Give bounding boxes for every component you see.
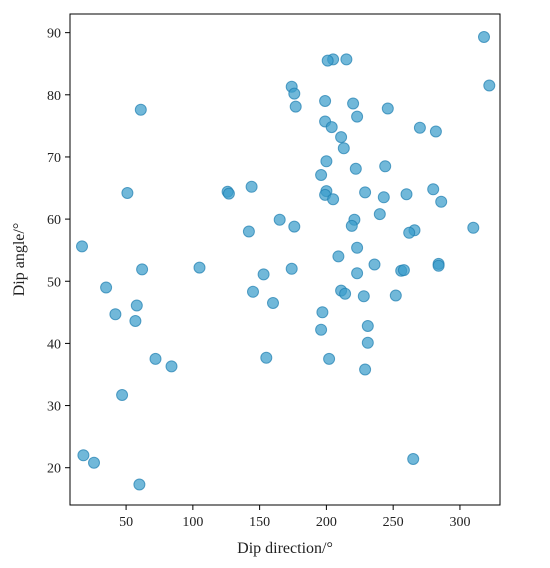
- data-point: [340, 53, 353, 66]
- data-point: [379, 160, 392, 173]
- data-point: [121, 187, 134, 199]
- data-point: [359, 363, 372, 376]
- data-point: [267, 297, 279, 309]
- y-tick-label: 50: [47, 275, 61, 290]
- data-point: [88, 456, 100, 469]
- y-axis-label: Dip angle/°: [11, 223, 28, 297]
- data-point: [76, 240, 88, 253]
- data-point: [373, 208, 386, 221]
- data-point: [320, 155, 333, 168]
- data-point: [325, 121, 338, 134]
- data-point: [332, 250, 345, 263]
- data-point: [149, 352, 162, 365]
- data-point: [381, 102, 394, 115]
- data-point: [400, 188, 413, 201]
- data-points: [76, 31, 496, 491]
- data-point: [359, 186, 372, 199]
- data-point: [260, 351, 273, 364]
- data-point: [316, 306, 329, 319]
- x-axis-ticks: 50 100 150 200 250 300: [119, 505, 470, 530]
- data-point: [315, 169, 328, 181]
- data-point: [134, 103, 147, 116]
- data-point: [339, 287, 352, 300]
- data-point: [483, 79, 496, 92]
- data-point: [397, 264, 410, 277]
- data-point: [136, 263, 149, 276]
- data-point: [116, 389, 129, 401]
- plot-area-frame: [69, 13, 501, 506]
- data-point: [77, 449, 90, 462]
- data-point: [413, 121, 426, 134]
- data-point: [285, 262, 298, 275]
- data-point: [377, 191, 390, 204]
- data-point: [368, 258, 381, 271]
- data-point: [351, 110, 364, 123]
- y-tick-label: 30: [47, 400, 61, 415]
- data-point: [435, 195, 448, 208]
- data-point: [165, 360, 178, 373]
- data-point: [389, 289, 402, 302]
- data-point: [288, 87, 301, 100]
- data-point: [361, 336, 374, 349]
- y-tick-label: 40: [47, 337, 61, 352]
- data-point: [321, 54, 334, 67]
- y-tick-label: 90: [47, 27, 61, 42]
- data-point: [337, 142, 350, 155]
- data-point: [289, 100, 302, 113]
- data-point: [429, 125, 442, 138]
- x-tick-label: 200: [316, 515, 337, 530]
- data-point: [129, 315, 142, 327]
- data-point: [245, 180, 258, 193]
- data-point: [273, 213, 286, 226]
- data-point: [407, 453, 420, 465]
- data-point: [357, 290, 370, 303]
- data-point: [315, 323, 328, 336]
- data-point: [222, 187, 235, 200]
- x-tick-label: 150: [249, 515, 270, 530]
- y-tick-label: 80: [47, 89, 61, 104]
- data-point: [335, 131, 348, 144]
- data-point: [319, 95, 332, 107]
- data-point: [288, 220, 301, 233]
- data-point: [100, 281, 113, 294]
- x-tick-label: 50: [119, 515, 133, 530]
- data-point: [242, 225, 255, 238]
- data-point: [432, 259, 445, 272]
- data-point: [467, 221, 480, 234]
- data-point: [345, 219, 358, 232]
- y-tick-label: 20: [47, 462, 61, 477]
- data-point: [257, 268, 270, 281]
- x-tick-label: 250: [383, 515, 404, 530]
- x-tick-label: 100: [182, 515, 203, 530]
- data-point: [133, 478, 146, 491]
- y-tick-label: 70: [47, 151, 61, 166]
- data-point: [349, 162, 362, 175]
- data-point: [351, 241, 364, 254]
- data-point: [109, 308, 122, 321]
- y-axis-ticks: 20 30 40 50 60 70 80 90: [47, 27, 70, 477]
- data-point: [427, 183, 440, 196]
- y-tick-label: 60: [47, 213, 61, 228]
- data-point: [247, 285, 259, 298]
- x-axis-label: Dip direction/°: [237, 540, 333, 557]
- data-point: [347, 97, 360, 110]
- data-point: [478, 31, 490, 43]
- data-point: [130, 299, 143, 312]
- data-point: [361, 320, 374, 332]
- data-point: [351, 267, 364, 280]
- data-point: [403, 226, 416, 239]
- x-tick-label: 300: [449, 515, 470, 530]
- data-point: [193, 261, 206, 274]
- data-point: [323, 352, 336, 365]
- data-point: [327, 193, 340, 206]
